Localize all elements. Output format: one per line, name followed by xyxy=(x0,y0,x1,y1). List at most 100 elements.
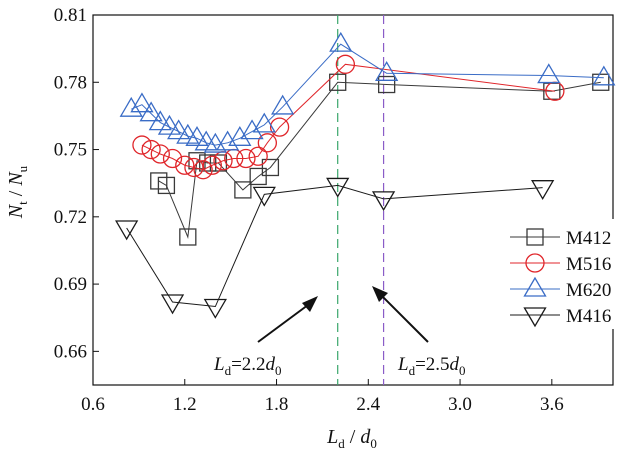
annotation-1-sub: d xyxy=(225,363,232,378)
data-point-m620 xyxy=(167,119,191,140)
x-axis-title: Ld / d0 xyxy=(326,426,377,451)
data-point-m412 xyxy=(249,167,267,186)
plot-frame xyxy=(92,14,614,386)
data-point-m620 xyxy=(130,92,154,113)
data-point-m516 xyxy=(202,155,222,175)
data-point-m516 xyxy=(150,144,170,164)
y-tick-label: 0.75 xyxy=(54,140,87,161)
annotation-2-rest: =2.5 xyxy=(415,354,449,375)
data-point-m416 xyxy=(326,177,350,198)
series-line-m412 xyxy=(158,81,601,239)
series-m516 xyxy=(132,54,565,180)
data-point-m620 xyxy=(592,65,616,86)
data-point-m416 xyxy=(203,298,227,319)
y-tick-label: 0.69 xyxy=(54,274,87,295)
y-axis-title-sub2: u xyxy=(15,165,30,172)
data-point-m412 xyxy=(199,154,217,172)
data-point-m416 xyxy=(252,186,276,207)
data-point-m620 xyxy=(271,94,295,115)
annotation-1-rest: =2.2 xyxy=(231,354,265,375)
annotation-1-main: L xyxy=(213,354,225,375)
data-point-m620 xyxy=(240,119,264,140)
x-axis-title-sep: / xyxy=(345,426,361,448)
data-point-m516 xyxy=(248,146,268,166)
x-tick-label: 1.2 xyxy=(173,394,197,415)
data-point-m620 xyxy=(119,96,143,117)
legend-label-m516: M516 xyxy=(566,254,611,275)
axis-ticks: 0.6 1.2 1.8 2.4 3.0 3.6 0.66 0.69 0.72 0.75 0.78 0.… xyxy=(54,5,564,415)
x-axis-title-main2: d xyxy=(360,426,371,448)
legend-marker-m416 xyxy=(510,307,560,328)
x-tick-label: 3.6 xyxy=(540,394,564,415)
data-point-m516 xyxy=(132,135,152,155)
data-point-m412 xyxy=(261,158,280,177)
x-axis-title-sub: d xyxy=(338,436,345,451)
data-point-m516 xyxy=(162,148,183,169)
data-point-m412 xyxy=(329,73,347,91)
y-axis-title-sub: t xyxy=(15,201,30,205)
legend: M412 M516 M620 M416 xyxy=(505,219,615,329)
annotation-1-sub2: 0 xyxy=(275,363,282,378)
data-point-m416 xyxy=(160,294,185,315)
annotation-1-main2: d xyxy=(266,354,276,375)
x-tick-label: 0.6 xyxy=(81,394,105,415)
y-tick-label: 0.66 xyxy=(54,341,87,362)
data-point-m516 xyxy=(257,133,278,153)
legend-marker-m412 xyxy=(510,228,560,246)
series-line-m416 xyxy=(126,184,543,308)
y-axis-title-main: N xyxy=(5,203,27,219)
legend-label-m620: M620 xyxy=(566,280,611,301)
data-point-m620 xyxy=(228,126,252,146)
series-m620 xyxy=(119,31,616,153)
legend-symbol xyxy=(525,253,545,273)
series-line-m516 xyxy=(141,63,555,171)
y-tick-label: 0.78 xyxy=(54,72,87,93)
annotation-2-sub: d xyxy=(409,363,416,378)
legend-item-m516: M516 xyxy=(510,253,611,275)
y-axis-title-sep: / xyxy=(5,186,27,202)
data-point-m516 xyxy=(269,117,290,137)
data-point-m412 xyxy=(377,75,396,94)
data-point-m620 xyxy=(375,61,399,81)
series-m416 xyxy=(115,177,555,319)
legend-symbol xyxy=(523,307,547,328)
data-point-m516 xyxy=(175,155,195,175)
data-point-m620 xyxy=(194,130,218,151)
data-point-m416 xyxy=(371,191,396,212)
annotation-arrowhead-2 xyxy=(372,286,388,302)
series-line-m620 xyxy=(131,43,604,146)
x-tick-label: 2.4 xyxy=(356,394,380,415)
legend-marker-m516 xyxy=(510,253,560,273)
legend-label-m416: M416 xyxy=(566,306,611,327)
data-point-m620 xyxy=(157,114,182,135)
x-tick-label: 3.0 xyxy=(448,394,472,415)
series-layer xyxy=(115,31,616,319)
data-point-m412 xyxy=(179,228,197,246)
data-point-m516 xyxy=(193,160,213,180)
data-point-m620 xyxy=(215,130,240,151)
data-point-m620 xyxy=(252,112,276,133)
y-axis-title: Nt / Nu xyxy=(5,165,30,219)
annotation-label-2: Ld=2.5d0 xyxy=(397,354,466,378)
data-point-m416 xyxy=(531,180,555,200)
data-point-m620 xyxy=(329,31,353,52)
x-axis-title-sub2: 0 xyxy=(370,436,377,451)
data-point-m412 xyxy=(234,181,252,199)
plot-border xyxy=(92,14,614,386)
data-point-m620 xyxy=(537,63,561,84)
annotation-2-main2: d xyxy=(450,354,460,375)
reference-lines xyxy=(337,15,385,385)
data-point-m412 xyxy=(157,176,176,195)
annotation-2-main: L xyxy=(397,354,409,375)
legend-item-m620: M620 xyxy=(510,276,611,301)
annotation-arrow-2 xyxy=(377,291,429,343)
data-point-m516 xyxy=(141,139,161,160)
y-tick-label: 0.72 xyxy=(54,207,87,228)
data-point-m412 xyxy=(592,73,610,91)
data-point-m416 xyxy=(115,220,139,241)
data-point-m620 xyxy=(185,126,209,146)
annotation-label-1: Ld=2.2d0 xyxy=(213,354,282,378)
y-tick-label: 0.81 xyxy=(54,5,87,26)
legend-symbol xyxy=(523,276,547,297)
